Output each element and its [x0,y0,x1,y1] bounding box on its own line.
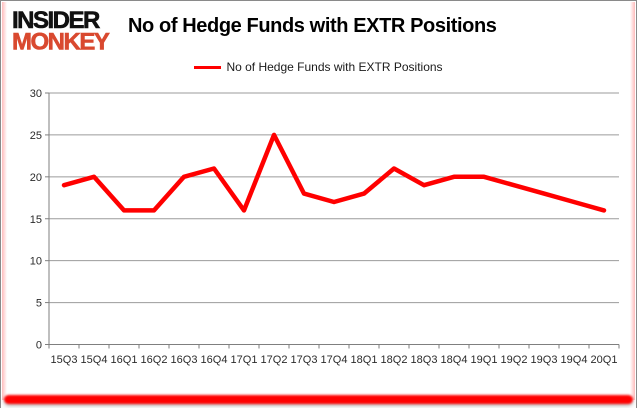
legend-line-swatch [194,65,222,69]
x-axis-label: 20Q1 [591,354,618,366]
y-axis-label: 0 [36,340,42,352]
x-axis-label: 17Q4 [321,354,348,366]
y-axis-label: 15 [30,214,42,226]
x-axis-label: 18Q1 [351,354,378,366]
x-axis-label: 18Q3 [411,354,438,366]
x-axis-label: 19Q2 [501,354,528,366]
y-axis-label: 30 [30,88,42,100]
y-axis-label: 20 [30,172,42,184]
x-axis-label: 16Q1 [111,354,138,366]
x-axis-label: 19Q1 [471,354,498,366]
x-axis-label: 16Q3 [171,354,198,366]
x-axis-label: 16Q2 [141,354,168,366]
x-axis-label: 15Q3 [51,354,78,366]
x-axis-label: 16Q4 [201,354,228,366]
x-axis-label: 18Q4 [441,354,468,366]
x-axis-label: 19Q4 [561,354,588,366]
legend: No of Hedge Funds with EXTR Positions [1,59,636,75]
y-axis-label: 25 [30,130,42,142]
y-axis-label: 10 [30,256,42,268]
logo-line-insider: INSIDER [12,6,101,35]
logo-line-monkey: MONKEY [12,27,110,56]
y-axis-label: 5 [36,298,42,310]
x-axis-label: 18Q2 [381,354,408,366]
x-axis-label: 17Q2 [261,354,288,366]
legend-label: No of Hedge Funds with EXTR Positions [226,60,443,74]
chart-title: No of Hedge Funds with EXTR Positions [128,15,497,37]
x-axis-label: 15Q4 [81,354,108,366]
data-line-series [61,132,607,213]
x-axis-label: 17Q3 [291,354,318,366]
x-axis-label: 19Q3 [531,354,558,366]
x-axis-label: 17Q1 [231,354,258,366]
bottom-accent-bar [4,395,633,404]
insider-monkey-logo: INSIDER MONKEY [12,6,110,56]
